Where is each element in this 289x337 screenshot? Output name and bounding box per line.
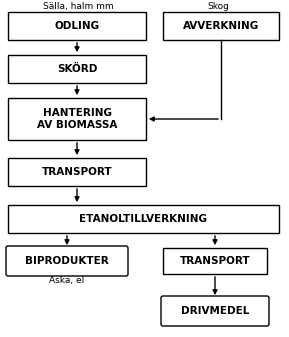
Text: Aska, el: Aska, el (49, 276, 85, 285)
Bar (163, 12, 279, 40)
Bar (8, 98, 146, 140)
Bar (163, 248, 267, 274)
Text: ETANOLTILLVERKNING: ETANOLTILLVERKNING (79, 214, 208, 224)
FancyBboxPatch shape (6, 246, 128, 276)
Bar (8, 205, 279, 233)
Text: TRANSPORT: TRANSPORT (42, 167, 112, 177)
Bar (8, 12, 146, 40)
Text: HANTERING
AV BIOMASSA: HANTERING AV BIOMASSA (37, 108, 117, 130)
Text: ODLING: ODLING (54, 21, 100, 31)
Text: TRANSPORT: TRANSPORT (180, 256, 250, 266)
Text: AVVERKNING: AVVERKNING (183, 21, 259, 31)
Text: BIPRODUKTER: BIPRODUKTER (25, 256, 109, 266)
Text: Sälla, halm mm: Sälla, halm mm (43, 2, 113, 11)
Bar (8, 158, 146, 186)
FancyBboxPatch shape (161, 296, 269, 326)
Text: SKÖRD: SKÖRD (57, 64, 97, 74)
Text: Skog: Skog (207, 2, 229, 11)
Bar (8, 55, 146, 83)
Text: DRIVMEDEL: DRIVMEDEL (181, 306, 249, 316)
